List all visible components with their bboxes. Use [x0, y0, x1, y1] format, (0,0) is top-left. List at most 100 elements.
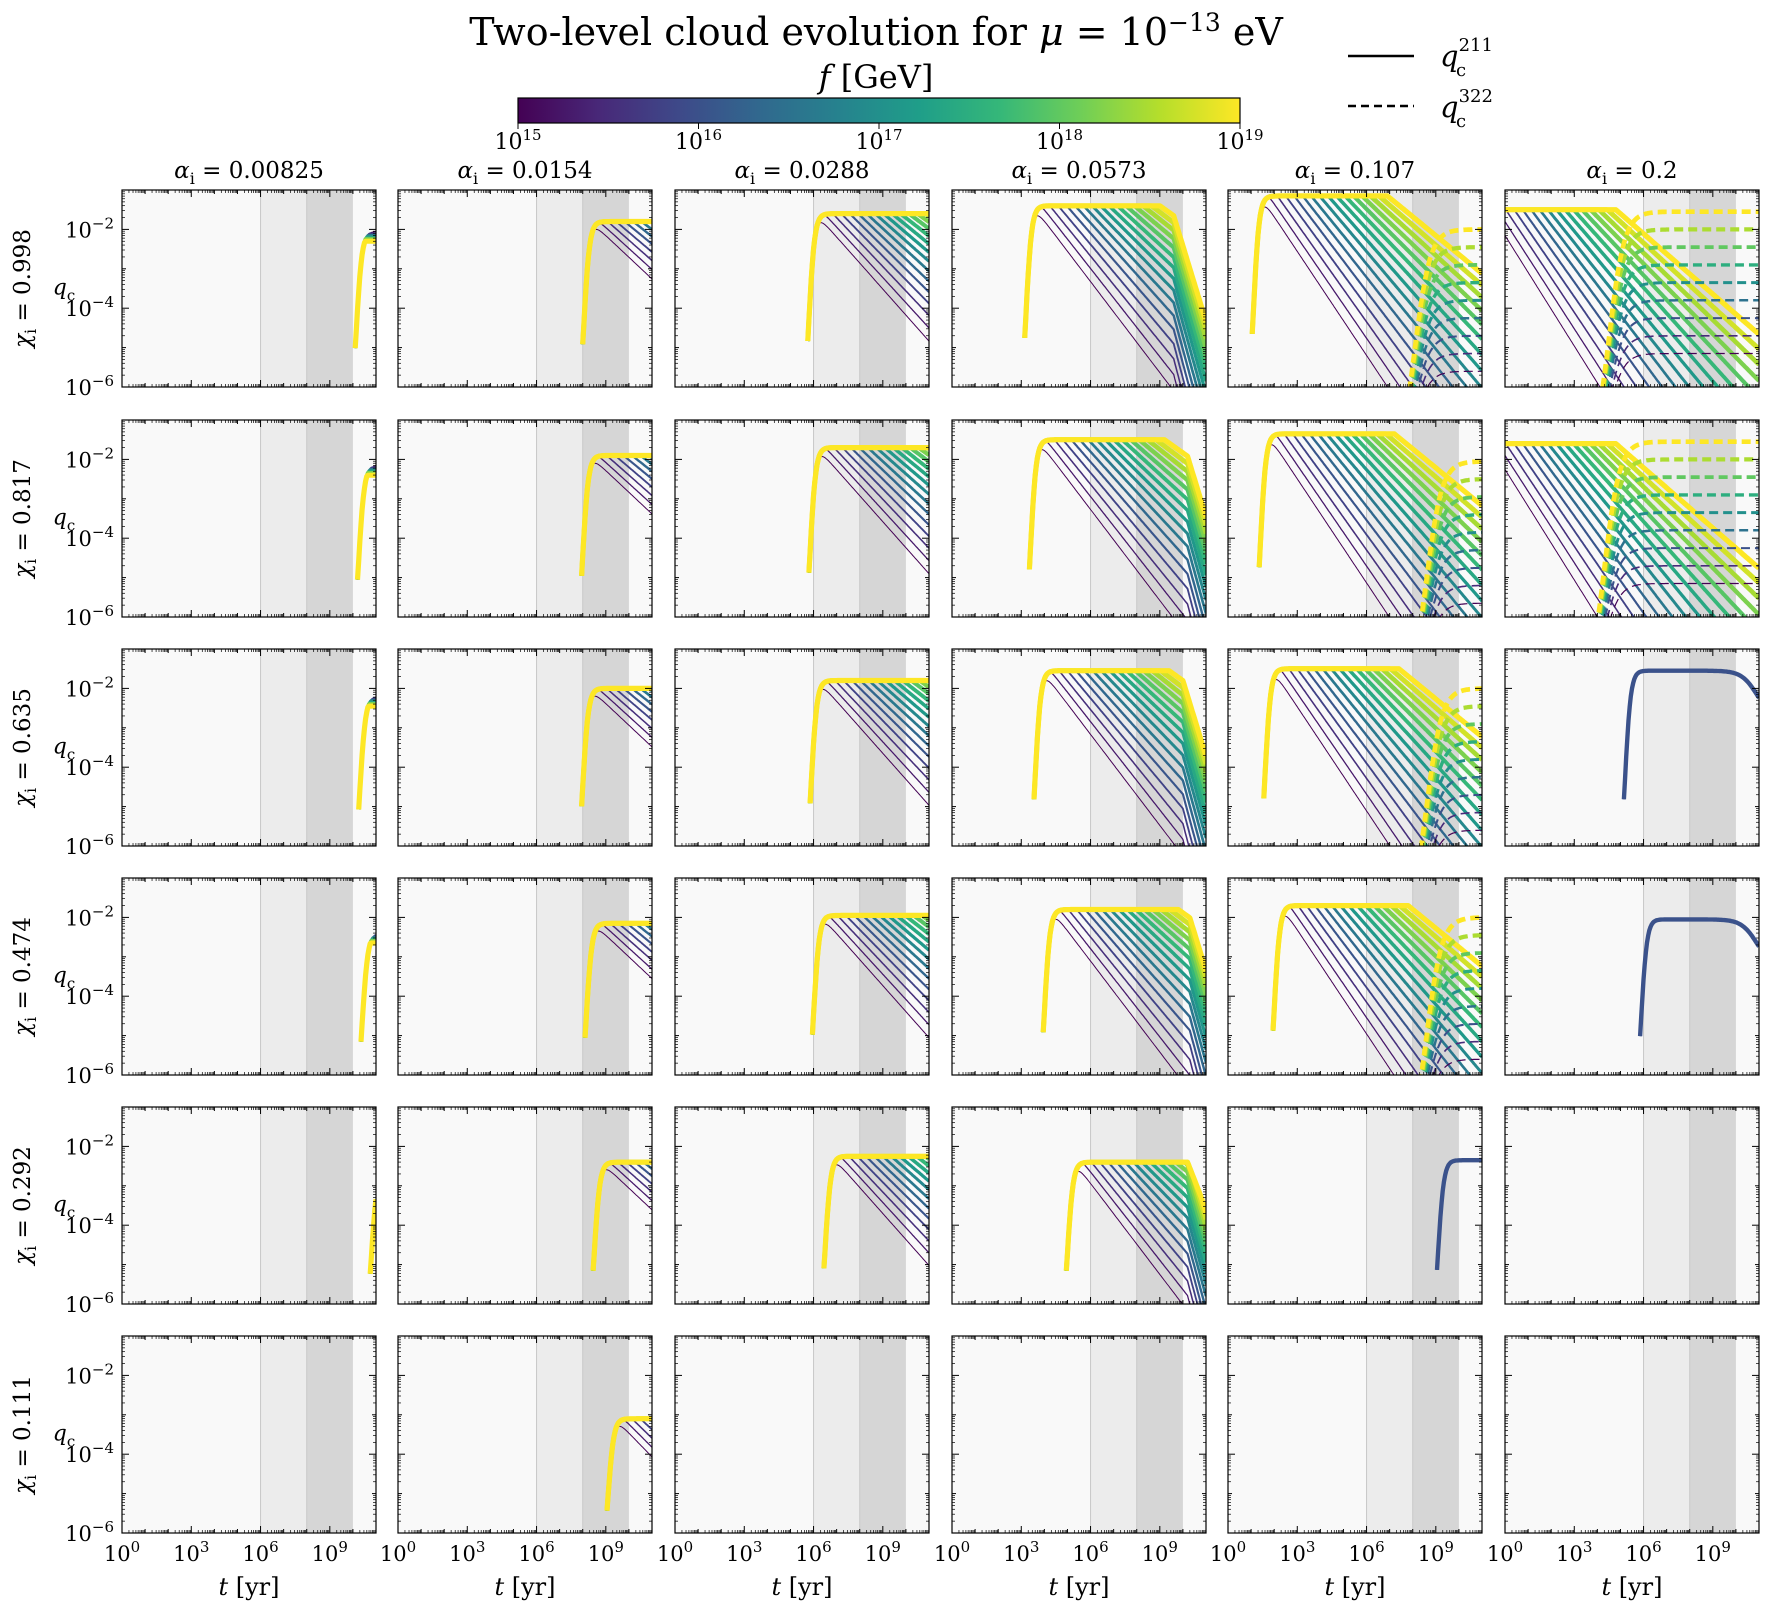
- curve-q322: [1608, 317, 1759, 387]
- curve-q322: [1420, 352, 1482, 387]
- curve-q211: [1033, 680, 1177, 846]
- curve-q322: [1411, 280, 1482, 387]
- shaded-band-dark: [1689, 420, 1736, 617]
- curve-q211: [1505, 443, 1623, 617]
- curve-q211: [1505, 469, 1599, 617]
- curve-q322: [1426, 548, 1482, 617]
- curve-q211: [1256, 431, 1482, 568]
- curve-q322: [1407, 227, 1482, 387]
- panel-curves: [1022, 203, 1206, 387]
- curve-q211: [1505, 442, 1648, 617]
- curve-q211: [809, 680, 929, 804]
- curve-q322: [1603, 263, 1759, 387]
- panel-r1-c4: [1227, 419, 1483, 618]
- colorbar-label: f [GeV]: [817, 58, 934, 96]
- curve-q211: [1251, 195, 1414, 387]
- panel-frame: [121, 648, 377, 847]
- panel-grid: 10−2 10−4 10−6 qc χi = 0.998 αi = 0.00825 αi =…: [10, 158, 1760, 1601]
- curve-q211: [1024, 206, 1178, 387]
- column-alpha-title: αi = 0.0288: [734, 158, 869, 188]
- curve-q322: [1596, 457, 1759, 617]
- panel-curves: [807, 677, 929, 806]
- column-alpha-title: αi = 0.0154: [457, 158, 592, 188]
- curve-q211: [354, 472, 376, 580]
- panel-r0-c4: αi = 0.107: [1227, 158, 1483, 388]
- curve-q211: [805, 211, 929, 342]
- panel-curves: [1031, 668, 1206, 846]
- y-tick-label: 10−4: [65, 293, 114, 321]
- shaded-band-dark: [1689, 190, 1736, 387]
- legend-label-q211: q211: [1440, 35, 1493, 73]
- colorbar-ticks: 1015 1016 1017 1018 1019: [494, 123, 1264, 155]
- curve-q211: [1026, 437, 1206, 570]
- curve-q322: [1601, 227, 1759, 387]
- shaded-band-light: [536, 649, 583, 846]
- figure-title: Two-level cloud evolution for μ = 10−13 …: [469, 8, 1283, 54]
- panel-frame: [951, 189, 1207, 388]
- curve-q322: [1424, 530, 1482, 617]
- curve-q322: [1600, 511, 1759, 617]
- curve-q211: [1022, 203, 1206, 339]
- curve-q322: [1610, 582, 1759, 617]
- column-alpha-title: αi = 0.107: [1295, 158, 1415, 188]
- curve-q322: [1600, 209, 1759, 387]
- curve-q211: [1249, 193, 1482, 335]
- curve-q211: [806, 445, 929, 573]
- y-tick-label: 10−2: [65, 444, 114, 472]
- curve-q211: [1505, 442, 1635, 617]
- y-tick-label: 10−4: [65, 752, 114, 780]
- panel-frame: [674, 189, 930, 388]
- row-chi-label: χi = 0.635: [10, 688, 40, 809]
- curve-q211: [1505, 208, 1651, 387]
- panel-curves: [580, 218, 652, 345]
- y-axis-label: qc: [53, 735, 76, 764]
- panel-frame: [1504, 189, 1760, 388]
- legend: q211 c q322 c: [1348, 35, 1493, 132]
- panel-curves: [579, 452, 652, 576]
- panel-r1-c1: [397, 419, 653, 618]
- shaded-band-dark: [306, 649, 353, 846]
- curve-q322: [1408, 245, 1482, 387]
- colorbar-tick-label: 1016: [675, 126, 722, 155]
- curve-q211: [1505, 442, 1675, 617]
- curve-q211: [1505, 442, 1661, 617]
- curve-q211: [356, 703, 376, 810]
- y-tick-label: 10−6: [65, 372, 114, 400]
- y-tick-label: 10−2: [65, 673, 114, 701]
- panel-curves: [352, 231, 376, 349]
- shaded-band-dark: [582, 649, 629, 846]
- panel-frame: [121, 189, 377, 388]
- panel-frame: [1504, 419, 1760, 618]
- curve-q211: [352, 238, 376, 349]
- y-tick-label: 10−6: [65, 602, 114, 630]
- shaded-band-light: [1090, 649, 1137, 846]
- panel-curves: [1505, 439, 1759, 617]
- curve-q211: [1505, 208, 1678, 387]
- colorbar-tick-label: 1019: [1216, 126, 1263, 155]
- panel-frame: [951, 648, 1207, 847]
- curve-q322: [1614, 352, 1759, 387]
- curve-q211: [807, 214, 929, 342]
- colorbar: [517, 97, 1241, 124]
- panel-frame: [121, 419, 377, 618]
- panel-curves: [1256, 431, 1482, 617]
- curve-q322: [1418, 459, 1482, 617]
- panel-frame: [951, 419, 1207, 618]
- curve-q322: [1602, 245, 1759, 387]
- curve-q211: [1024, 215, 1172, 387]
- curve-q322: [1422, 513, 1482, 617]
- curve-q322: [1421, 495, 1482, 617]
- curve-q322: [1606, 564, 1759, 617]
- y-tick-label: 10−2: [65, 214, 114, 242]
- shaded-band-dark: [306, 190, 353, 387]
- curve-q322: [1604, 547, 1759, 617]
- panel-r1-c2: [674, 419, 930, 618]
- column-alpha-title: αi = 0.2: [1586, 158, 1677, 188]
- colorbar-tick-label: 1017: [855, 126, 902, 155]
- panel-frame: [674, 419, 930, 618]
- legend-sub-q322: c: [1456, 111, 1466, 132]
- shaded-band-light: [260, 649, 307, 846]
- curve-q322: [1595, 439, 1759, 617]
- curve-q211: [1031, 668, 1206, 800]
